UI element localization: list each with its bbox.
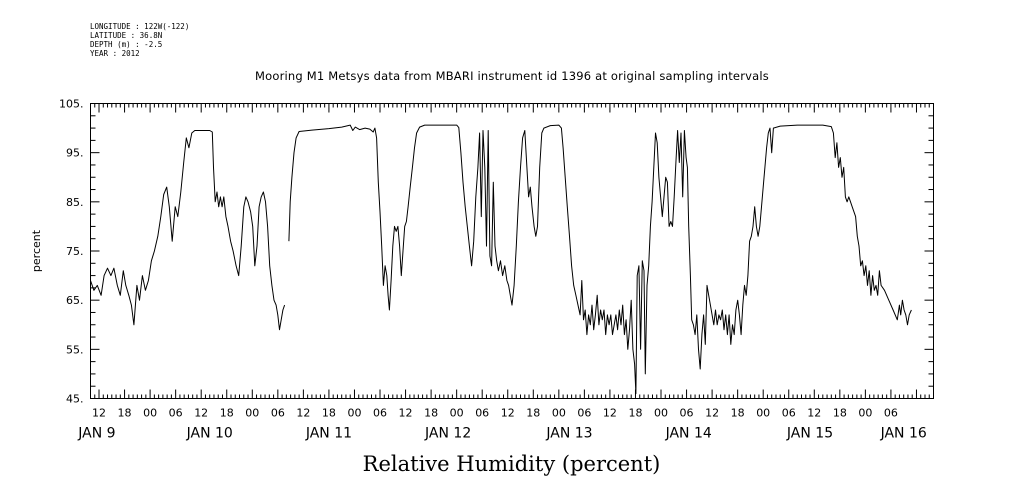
x-date-label: JAN 16	[880, 426, 927, 442]
year-text: YEAR : 2012	[90, 49, 140, 58]
x-tick-label: 00	[552, 407, 566, 420]
x-tick-label: 12	[194, 407, 208, 420]
plot-frame	[90, 103, 934, 399]
longitude-text: LONGITUDE : 122W(-122)	[90, 22, 190, 31]
x-tick-label: 06	[577, 407, 591, 420]
y-tick-label: 85.	[66, 196, 84, 209]
x-tick-label: 06	[475, 407, 489, 420]
x-tick-label: 00	[858, 407, 872, 420]
x-tick-label: 12	[399, 407, 413, 420]
x-date-label: JAN 12	[424, 426, 471, 442]
humidity-line	[90, 130, 286, 331]
x-date-label: JAN 14	[665, 426, 712, 442]
x-axis-title: Relative Humidity (percent)	[362, 452, 661, 476]
x-tick-label: 06	[680, 407, 694, 420]
depth-text: DEPTH (m) : -2.5	[90, 40, 163, 49]
y-tick-label: 45.	[66, 393, 84, 406]
metadata-block: LONGITUDE : 122W(-122) LATITUDE : 36.8N …	[90, 22, 189, 58]
x-date-label: JAN 10	[186, 426, 233, 442]
x-tick-label: 00	[756, 407, 770, 420]
x-tick-label: 06	[884, 407, 898, 420]
x-tick-label: 12	[603, 407, 617, 420]
x-tick-label: 00	[347, 407, 361, 420]
x-tick-label: 18	[220, 407, 234, 420]
x-tick-label: 18	[526, 407, 540, 420]
latitude-text: LATITUDE : 36.8N	[90, 31, 163, 40]
y-tick-label: 95.	[66, 147, 84, 160]
x-tick-label: 06	[271, 407, 285, 420]
x-axis: 12 18 00 06 12 18 00 06 12 18 00 06 12 18 00 06 12 18 00 06…	[77, 103, 934, 442]
x-date-label: JAN 15	[786, 426, 833, 442]
y-axis: 45. 55. 65. 75. 85. 95. 105.	[59, 98, 934, 406]
x-tick-label: 00	[654, 407, 668, 420]
y-tick-label: 65.	[66, 294, 84, 307]
x-tick-label: 06	[782, 407, 796, 420]
x-tick-label: 00	[245, 407, 259, 420]
x-tick-label: 00	[143, 407, 157, 420]
x-tick-label: 12	[296, 407, 310, 420]
x-date-label: JAN 9	[77, 426, 115, 442]
chart-title: Mooring M1 Metsys data from MBARI instru…	[255, 69, 769, 83]
x-tick-label: 18	[118, 407, 132, 420]
x-tick-label: 06	[373, 407, 387, 420]
data-series	[90, 124, 912, 395]
x-tick-label: 06	[169, 407, 183, 420]
x-tick-label: 18	[322, 407, 336, 420]
x-tick-label: 18	[424, 407, 438, 420]
x-date-label: JAN 11	[305, 426, 352, 442]
x-tick-label: 18	[628, 407, 642, 420]
x-tick-label: 18	[833, 407, 847, 420]
x-tick-label: 12	[92, 407, 106, 420]
x-tick-label: 00	[450, 407, 464, 420]
y-tick-label: 105.	[59, 98, 84, 111]
x-tick-label: 18	[731, 407, 745, 420]
x-date-label: JAN 13	[545, 426, 592, 442]
x-tick-label: 12	[807, 407, 821, 420]
y-tick-label: 75.	[66, 245, 84, 258]
y-axis-label: percent	[30, 229, 43, 272]
x-tick-label: 12	[501, 407, 515, 420]
y-tick-label: 55.	[66, 343, 84, 356]
x-tick-label: 12	[705, 407, 719, 420]
humidity-line	[288, 124, 912, 395]
